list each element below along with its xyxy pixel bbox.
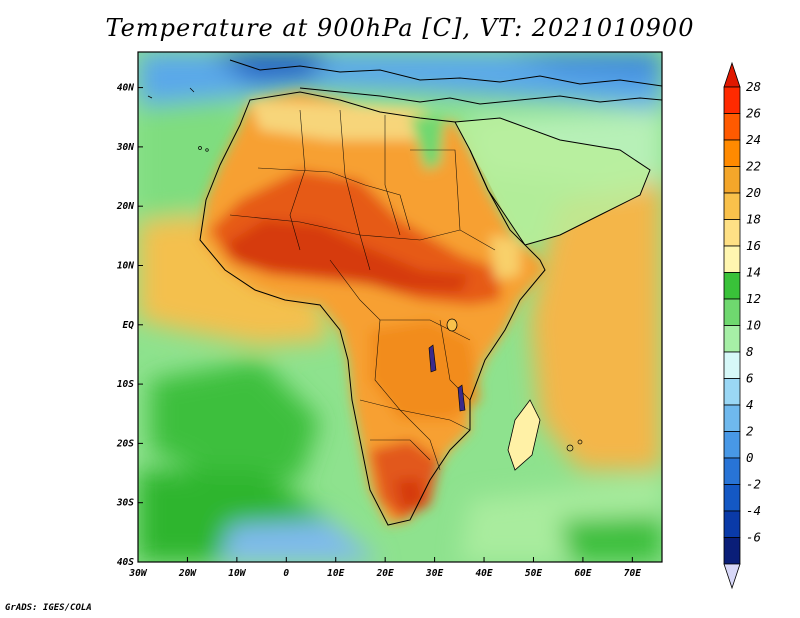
x-tick-label: 70E [624, 568, 641, 579]
colorbar-label: 18 [746, 212, 761, 227]
x-tick-label: 40E [475, 568, 492, 579]
y-tick-label: EQ [123, 320, 135, 331]
x-tick-label: 30E [425, 568, 443, 579]
x-tick-label: 10E [327, 568, 344, 579]
colorbar-label: 8 [746, 344, 754, 359]
x-tick-label: 30W [128, 568, 147, 579]
colorbar-bottom-arrow [723, 563, 741, 590]
colorbar-label: 4 [746, 397, 754, 412]
colorbar-label: 14 [746, 265, 761, 280]
colorbar-swatch [723, 325, 741, 353]
colorbar-label: 20 [746, 185, 761, 200]
colorbar-swatch [723, 378, 741, 406]
colorbar-label: -2 [746, 477, 761, 492]
colorbar-top-arrow [723, 61, 741, 88]
country-borders [229, 109, 496, 471]
map-frame [137, 51, 663, 563]
x-tick-label: 0 [283, 568, 289, 579]
y-tick-label: 40N [117, 83, 134, 94]
colorbar-swatch [723, 457, 741, 485]
x-tick-label: 50E [525, 568, 542, 579]
colorbar-swatch [723, 139, 741, 167]
colorbar-label: 12 [746, 291, 761, 306]
credit-text: GrADS: IGES/COLA [5, 603, 92, 613]
colorbar-label: -6 [746, 530, 761, 545]
colorbar-label: 26 [746, 106, 761, 121]
colorbar-swatch [723, 192, 741, 220]
colorbar-label: 24 [746, 132, 761, 147]
colorbar-swatch [723, 272, 741, 300]
colorbar-swatch [723, 219, 741, 247]
colorbar-label: 2 [746, 424, 754, 439]
coastlines [199, 59, 662, 526]
colorbar-label: 28 [746, 79, 761, 94]
x-tick-label: 20E [376, 568, 394, 579]
colorbar-swatch [723, 484, 741, 512]
y-tick-label: 30N [116, 142, 134, 153]
colorbar-label: 6 [746, 371, 754, 386]
colorbar-label: 10 [746, 318, 761, 333]
y-tick-label: 30S [116, 498, 134, 509]
colorbar-swatch [723, 113, 741, 141]
colorbar-label: 16 [746, 238, 761, 253]
chart-title: Temperature at 900hPa [C], VT: 202101090… [105, 14, 695, 42]
y-tick-label: 40S [117, 557, 134, 568]
colorbar-label: -4 [746, 503, 761, 518]
colorbar-swatch [723, 351, 741, 379]
colorbar-label: 0 [746, 450, 754, 465]
x-tick-label: 20W [178, 568, 197, 579]
colorbar-swatch [723, 166, 741, 194]
y-tick-label: 20S [116, 438, 134, 449]
colorbar-swatch [723, 404, 741, 432]
colorbar-swatch [723, 537, 741, 565]
x-tick-label: 60E [574, 568, 591, 579]
x-tick-label: 10W [228, 568, 246, 579]
colorbar-swatch [723, 298, 741, 326]
colorbar-swatch [723, 510, 741, 538]
y-tick-label: 10S [117, 379, 134, 390]
temperature-field [138, 52, 662, 562]
y-axis: 40N 30N 20N 10N EQ 10S 20S 30S 40S [116, 83, 143, 568]
colorbar-label: 22 [746, 159, 761, 174]
colorbar-swatch [723, 245, 741, 273]
colorbar-swatch [723, 431, 741, 459]
colorbar-swatch [723, 86, 741, 114]
x-axis: 30W 20W 10W 0 10E 20E 30E 40E 50E 60E 70E [128, 557, 641, 579]
y-tick-label: 10N [117, 260, 134, 271]
y-tick-label: 20N [116, 201, 134, 212]
